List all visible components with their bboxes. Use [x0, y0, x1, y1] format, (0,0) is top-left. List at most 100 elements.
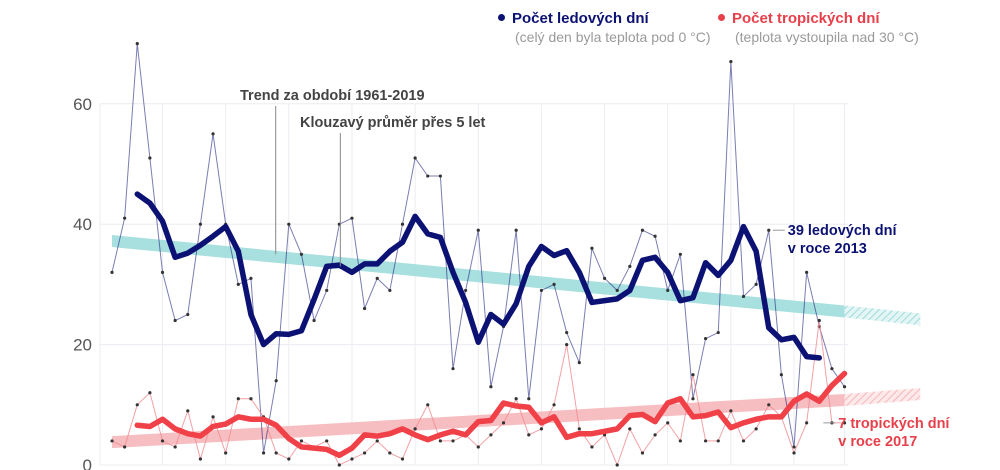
ice-annual-point — [805, 270, 809, 274]
tropical-annual-point — [476, 445, 480, 449]
tropical-annual-point — [653, 433, 657, 437]
ice-annual-point — [110, 270, 114, 274]
tropical-annual-point — [350, 457, 354, 461]
ice-annual-point — [792, 445, 796, 449]
trend-annotation-label: Trend za období 1961-2019 — [240, 88, 425, 104]
y-tick-label: 40 — [73, 215, 92, 234]
tropical-annual-point — [413, 427, 417, 431]
ice-annual-point — [186, 312, 190, 317]
legend-tropical-subtitle: (teplota vystoupila nad 30 °C) — [735, 29, 919, 45]
tropical-annual-point — [615, 463, 619, 467]
ice-annual-point — [842, 385, 847, 389]
tropical-annual-point — [388, 451, 392, 455]
ice-annual-point — [552, 282, 556, 286]
tropical-annual-point — [501, 421, 506, 425]
ice-annual-point — [615, 288, 619, 293]
ice-annual-point — [160, 270, 165, 274]
tropical-2017-label: 7 tropických dní — [838, 416, 950, 432]
tropical-annual-point — [704, 439, 708, 443]
ice-annual-point — [123, 216, 127, 220]
tropical-annual-point — [375, 439, 379, 443]
ice-annual-point — [716, 330, 720, 335]
tropical-annual-point — [325, 439, 329, 443]
ice-annual-point — [691, 397, 695, 401]
tropical-annual-point — [514, 397, 518, 401]
legend-tropical-title: Počet tropických dní — [732, 10, 880, 27]
ice-annual-point — [476, 228, 480, 232]
ice-annual-point — [451, 367, 455, 371]
annotations: Trend za období 1961-2019 Klouzavý průměr… — [240, 88, 950, 450]
tropical-annual-point — [817, 318, 821, 323]
tropical-annual-point — [741, 439, 746, 443]
ice-annual-point — [287, 222, 291, 226]
tropical-annual-point — [160, 439, 165, 443]
tropical-annual-point — [489, 433, 493, 437]
ice-annual-point — [274, 379, 278, 383]
y-axis-ticks: 0 20 40 60 — [73, 95, 92, 470]
y-tick-label: 20 — [73, 336, 92, 355]
moving-average-annotation-label: Klouzavý průměr přes 5 let — [300, 115, 486, 131]
tropical-annual-point — [173, 445, 177, 449]
ice-annual-point — [198, 222, 203, 226]
y-tick-label: 60 — [73, 95, 92, 114]
ice-annual-point — [767, 228, 771, 232]
ice-annual-point — [211, 132, 215, 136]
ice-2013-label: 39 ledových dní — [788, 223, 898, 239]
tropical-annual-point — [767, 403, 771, 407]
ice-annual-point — [640, 228, 645, 232]
tropical-annual-point — [123, 445, 127, 449]
ice-annual-point — [249, 276, 253, 280]
ice-annual-point — [830, 367, 834, 371]
ice-annual-point — [236, 282, 240, 286]
tropical-annual-point — [792, 451, 796, 455]
ice-annual-point — [299, 252, 304, 256]
ice-annual-point — [438, 174, 442, 178]
tropical-annual-point — [640, 451, 645, 455]
tropical-annual-point — [842, 421, 847, 425]
tropical-annual-point — [110, 439, 114, 443]
ice-annual-point — [565, 330, 569, 335]
tropical-annual-point — [552, 403, 556, 407]
ice-annual-point — [666, 288, 670, 293]
tropical-annual-point — [287, 457, 291, 461]
tropical-annual-point — [539, 427, 544, 431]
legend-item-tropical-days: Počet tropických dní (teplota vystoupila… — [718, 10, 919, 46]
tropical-annual-point — [451, 439, 455, 443]
tropical-annual-point — [527, 433, 531, 437]
tropical-annual-point — [299, 439, 304, 443]
ice-annual-point — [539, 288, 544, 293]
tropical-annual-point — [198, 457, 203, 461]
ice-annual-point — [577, 361, 581, 365]
ice-annual-point — [653, 234, 657, 238]
ice-annual-point — [489, 385, 493, 389]
moving-average-series — [134, 191, 848, 459]
tropical-annual-point — [577, 427, 581, 431]
ice-trend-extrapolation — [844, 305, 921, 326]
ice-annual-point — [261, 451, 266, 455]
tropical-2017-sublabel: v roce 2017 — [838, 434, 917, 450]
tropical-annual-point — [274, 451, 278, 455]
tropical-annual-point — [729, 409, 733, 413]
tropical-annual-point — [666, 421, 670, 425]
ice-annual-point — [375, 276, 379, 280]
ice-annual-point — [754, 282, 758, 286]
ice-annual-point — [426, 174, 430, 178]
ice-annual-point — [704, 336, 708, 341]
tropical-annual-point — [805, 421, 809, 425]
ice-annual-point — [514, 228, 518, 232]
ice-moving-average-line — [134, 191, 823, 361]
ice-annual-point — [312, 318, 316, 323]
tropical-annual-point — [628, 427, 632, 431]
tropical-annual-point — [211, 415, 215, 419]
legend-ice-subtitle: (celý den byla teplota pod 0 °C) — [515, 29, 711, 45]
ice-annual-point — [173, 318, 177, 323]
ice-annual-point — [350, 216, 354, 220]
tropical-annual-point — [678, 439, 682, 443]
tropical-annual-point — [148, 391, 152, 395]
ice-annual-point — [678, 252, 682, 256]
tropical-annual-point — [400, 457, 405, 461]
ice-dot-icon — [498, 13, 505, 21]
legend-item-ice-days: Počet ledových dní (celý den byla teplot… — [498, 10, 711, 46]
tropical-annual-point — [691, 373, 695, 377]
